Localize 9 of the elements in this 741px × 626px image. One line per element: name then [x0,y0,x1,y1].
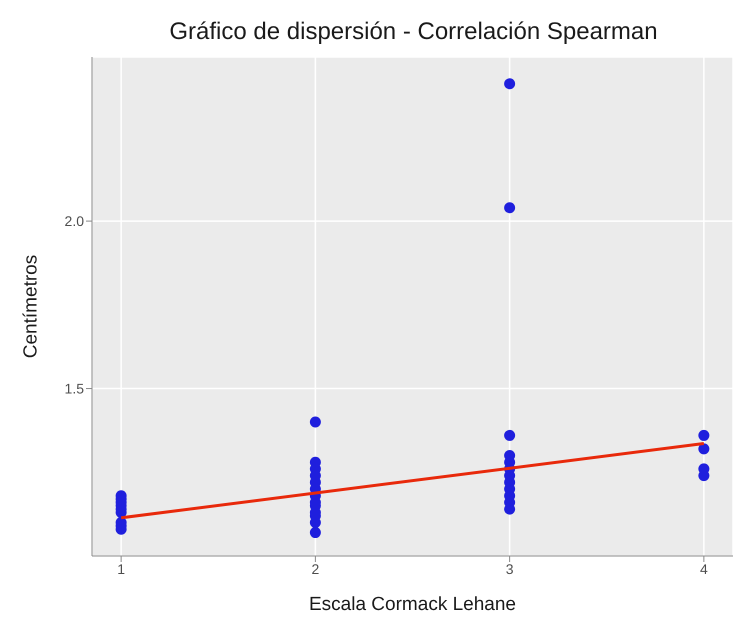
x-tick-label: 3 [506,560,514,577]
y-axis-title: Centímetros [20,254,42,358]
x-tick-label: 1 [117,560,126,577]
x-tick-label: 4 [700,560,708,577]
x-axis-title: Escala Cormack Lehane [309,594,516,615]
chart-title: Gráfico de dispersión - Correlación Spearman [168,18,659,46]
x-tick-label: 2 [311,560,320,577]
y-tick-label: 2.0 [64,213,84,230]
y-tick-label: 1.5 [64,380,84,397]
